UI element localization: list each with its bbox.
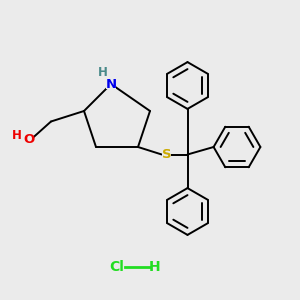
Text: H: H xyxy=(12,129,22,142)
Text: H: H xyxy=(149,260,160,274)
Bar xyxy=(162,150,171,159)
Text: S: S xyxy=(162,148,171,161)
Text: N: N xyxy=(105,77,117,91)
Text: O: O xyxy=(23,133,34,146)
Text: H: H xyxy=(98,66,107,79)
Bar xyxy=(24,135,33,144)
Text: Cl: Cl xyxy=(110,260,124,274)
Bar xyxy=(106,79,116,89)
